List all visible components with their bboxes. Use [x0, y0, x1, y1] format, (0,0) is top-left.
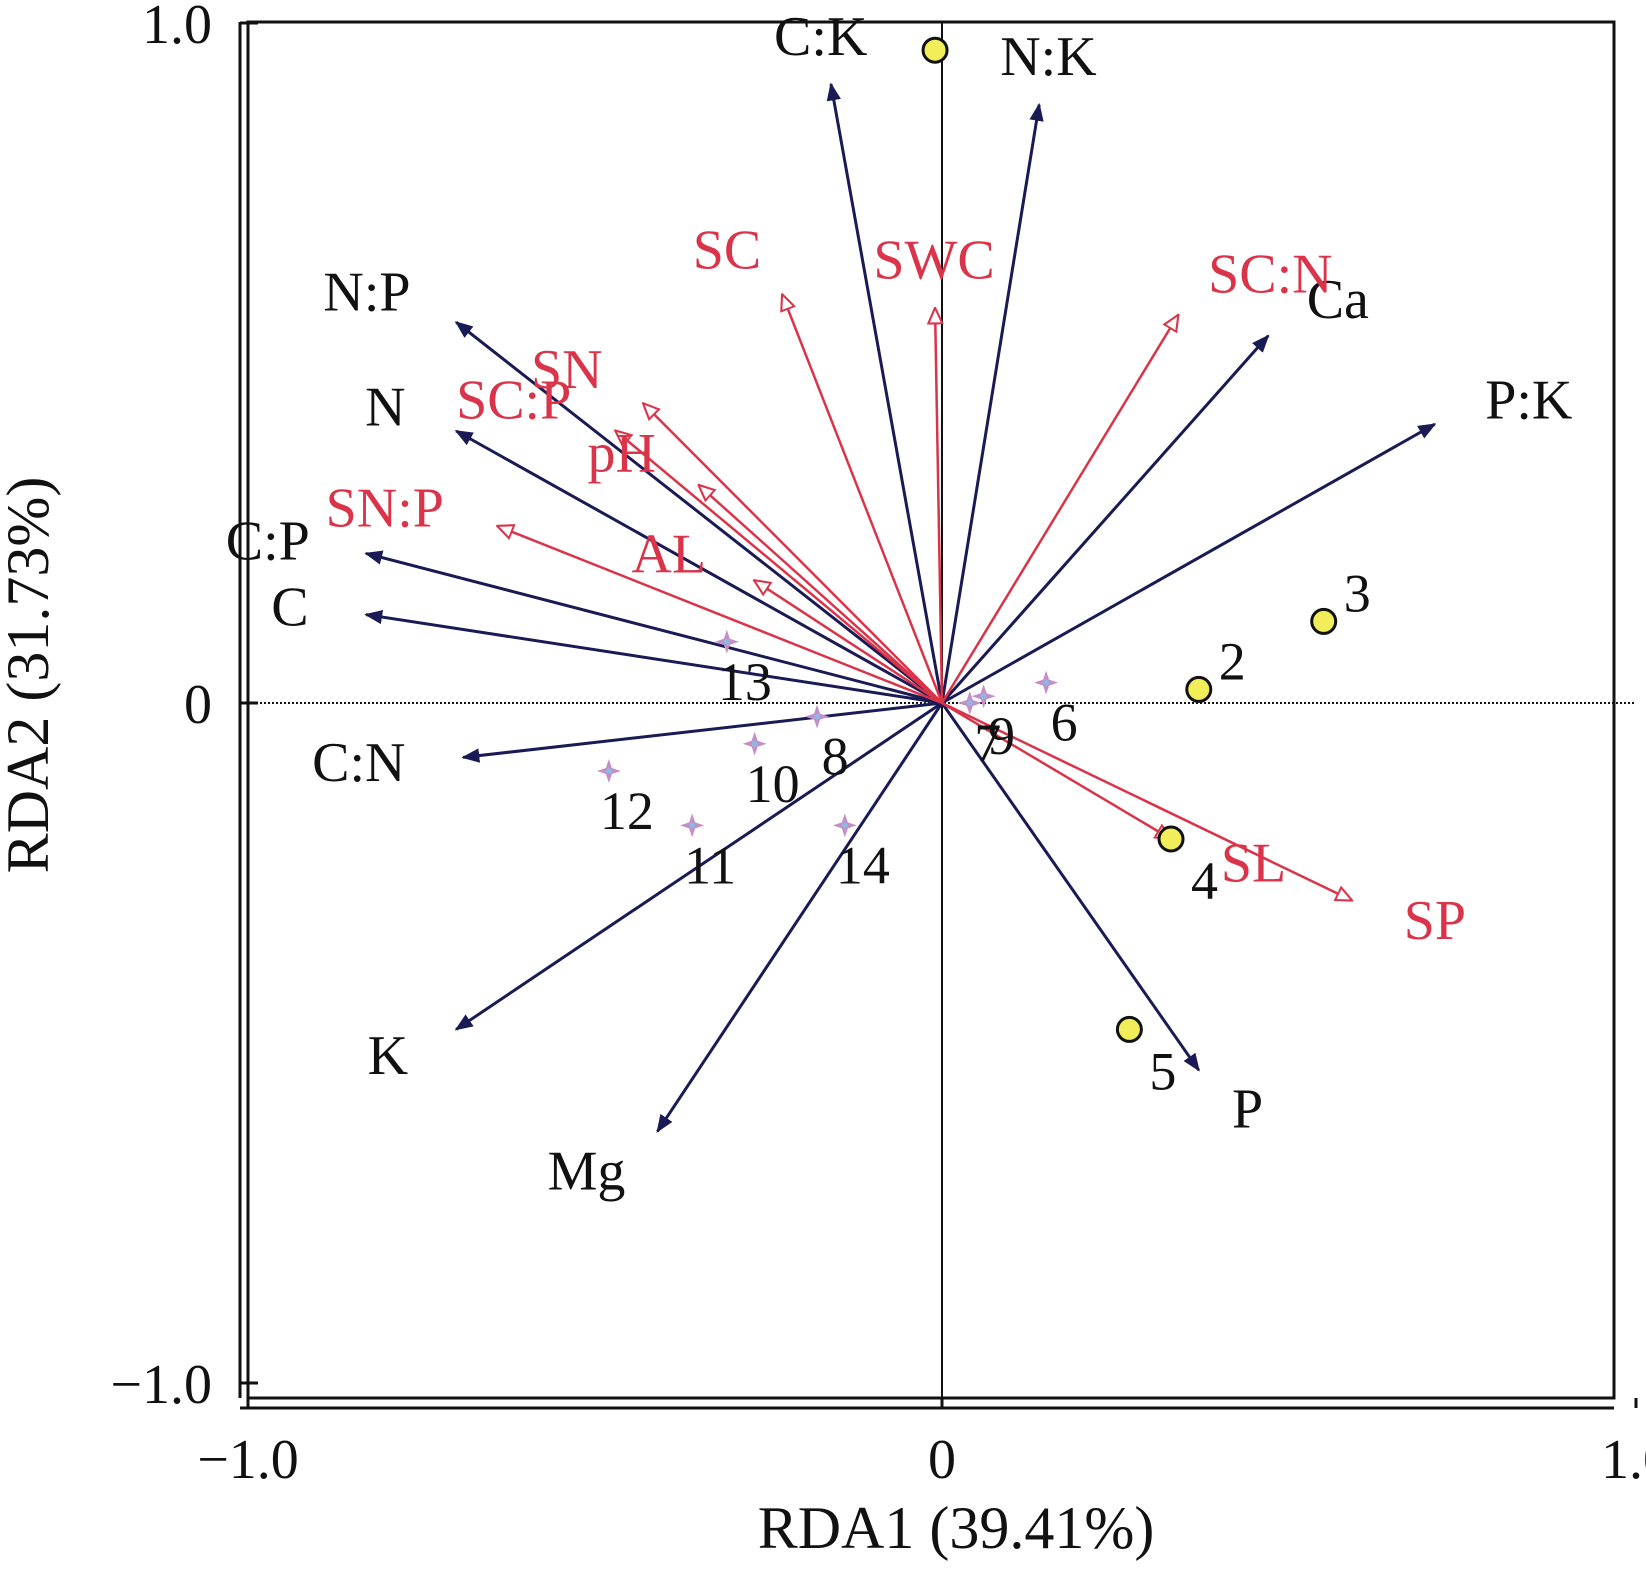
site-label-13: 13 [718, 652, 772, 712]
response-arrow-mg [656, 702, 944, 1133]
site-label-7: 7 [974, 713, 1001, 773]
response-label-c-n: C:N [312, 732, 405, 794]
explanatory-arrow-sn [644, 404, 943, 704]
explanatory-label-swc: SWC [873, 230, 994, 292]
explanatory-label-sp: SP [1404, 890, 1466, 952]
site-label-3: 3 [1344, 563, 1371, 623]
site-star-center-13 [723, 638, 730, 645]
site-label-12: 12 [600, 781, 654, 841]
explanatory-arrow-sc-p [616, 431, 943, 704]
explanatory-label-al: AL [631, 523, 706, 585]
x-tick-label: 0 [928, 1429, 956, 1491]
response-arrow-n [454, 429, 943, 705]
x-tick-label: −1.0 [197, 1429, 299, 1491]
explanatory-arrow-sl [941, 701, 1171, 839]
response-label-c-p: C:P [226, 510, 310, 572]
response-arrow-n-k [940, 102, 1044, 704]
site-label-11: 11 [684, 835, 736, 895]
site-circle-2 [1185, 675, 1213, 703]
response-label-n-p: N:P [323, 262, 410, 324]
explanatory-arrow-sc-n [940, 315, 1178, 704]
explanatory-label-sc-n: SC:N [1208, 243, 1333, 305]
y-axis-title: RDA2 (31.73%) [0, 477, 61, 874]
x-tick-label: 1.0 [1601, 1429, 1646, 1491]
site-star-center-11 [689, 822, 696, 829]
response-arrow-p-k [941, 422, 1437, 705]
site-star-center-7 [966, 700, 973, 706]
site-label-14: 14 [836, 835, 890, 895]
explanatory-arrow-ph [699, 485, 943, 704]
site-circle-point-0 [921, 36, 949, 64]
response-label-n: N [365, 377, 405, 439]
site-label-2: 2 [1219, 631, 1246, 691]
response-label-p-k: P:K [1485, 370, 1572, 432]
site-circle-3 [1310, 607, 1338, 635]
site-star-center-8 [814, 713, 821, 720]
response-label-ca: Ca [1307, 269, 1369, 331]
response-label-c-k: C:K [774, 6, 867, 68]
explanatory-label-sn-p: SN:P [326, 477, 444, 539]
plot-frame [246, 20, 1616, 1400]
y-tick-label: 0 [184, 674, 212, 736]
response-arrow-c [364, 609, 943, 705]
explanatory-arrow-sc [782, 295, 944, 704]
response-label-k: K [368, 1025, 408, 1087]
response-label-mg: Mg [548, 1140, 626, 1202]
site-label-6: 6 [1051, 693, 1078, 753]
site-label-8: 8 [822, 727, 849, 787]
response-arrow-c-k [826, 82, 944, 704]
site-label-4: 4 [1191, 851, 1218, 911]
x-axis-title: RDA1 (39.41%) [758, 1495, 1155, 1561]
site-star-center-10 [751, 740, 758, 747]
y-tick-label: −1.0 [110, 1354, 212, 1416]
site-star-center-14 [841, 822, 848, 829]
response-arrow-c-n [461, 701, 943, 763]
response-arrow-k [454, 701, 943, 1031]
y-tick-label: 1.0 [142, 0, 212, 56]
explanatory-label-sc: SC [693, 219, 762, 281]
site-star-center-12 [605, 768, 612, 774]
explanatory-arrow-swc [935, 309, 942, 704]
explanatory-arrow-sp [941, 701, 1351, 900]
response-arrow-ca [940, 334, 1270, 704]
site-label-9: 9 [988, 706, 1015, 766]
response-label-n-k: N:K [1000, 26, 1096, 88]
explanatory-arrow-sn-p [498, 526, 943, 705]
explanatory-label-sl: SL [1221, 833, 1286, 895]
site-star-center-6 [1043, 679, 1050, 686]
explanatory-label-sn: SN [531, 339, 603, 401]
response-arrow-n-p [454, 321, 943, 705]
site-label-5: 5 [1149, 1041, 1176, 1101]
explanatory-label-ph: pH [587, 422, 655, 484]
site-star-center-9 [980, 693, 987, 700]
response-arrow-c-p [364, 550, 943, 705]
response-label-p: P [1232, 1079, 1263, 1141]
explanatory-label-sc-p: SC:P [456, 369, 571, 431]
response-arrow-p [940, 702, 1201, 1072]
site-label-10: 10 [746, 754, 800, 814]
explanatory-arrow-al [755, 581, 943, 705]
site-circle-4 [1157, 825, 1185, 853]
site-circle-5 [1115, 1015, 1143, 1043]
response-label-c: C [271, 576, 308, 638]
